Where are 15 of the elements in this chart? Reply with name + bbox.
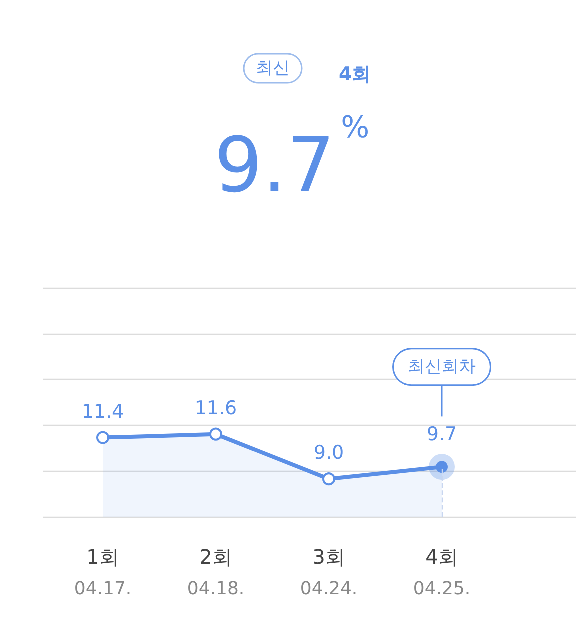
point — [322, 472, 336, 486]
data-label: 9.7 — [426, 424, 458, 446]
text: 최신 — [256, 58, 290, 78]
text: 4회 — [339, 64, 372, 86]
chart-title: 9.7% — [214, 110, 370, 210]
data-label: 11.4 — [82, 400, 124, 423]
point — [210, 428, 222, 441]
x-tick-label: 3회 04.24. — [300, 545, 358, 600]
data-label: 11.6 — [194, 397, 238, 420]
point — [96, 431, 110, 444]
data-label: 9.0 — [314, 442, 344, 464]
x-tick-label: 2회 04.18. — [187, 545, 245, 600]
x-tick-label: 1회 04.17. — [74, 545, 132, 600]
annotation: 최신회차 — [408, 357, 476, 378]
x-tick-label: 4회 04.25. — [413, 545, 471, 600]
